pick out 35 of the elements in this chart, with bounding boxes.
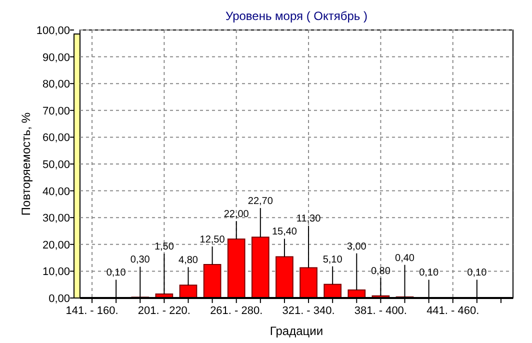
chart-title: Уровень моря ( Октябрь ) [225, 9, 368, 23]
y-tick-label: 40,00 [42, 186, 70, 198]
y-tick-label: 80,00 [42, 78, 70, 91]
data-label: 0,80 [370, 266, 391, 277]
data-label: 11,30 [296, 214, 322, 225]
y-tick-label: 30,00 [42, 212, 70, 225]
data-label: 22,70 [248, 196, 274, 208]
y-tick-label: 50,00 [42, 159, 70, 171]
x-tick-label: 381. - 400. [354, 305, 407, 317]
x-axis-title: Градации [270, 324, 324, 338]
y-tick-label: 60,00 [42, 132, 70, 144]
data-label: 0,10 [106, 268, 126, 279]
x-tick-label: 321. - 340. [282, 305, 335, 317]
data-label: 12,50 [200, 234, 226, 246]
y-tick-label: 90,00 [42, 52, 70, 64]
data-label: 3,00 [346, 241, 367, 252]
data-label: 0,10 [467, 268, 488, 279]
y-tick-label: 0,00 [48, 293, 70, 305]
data-label: 0,30 [130, 254, 150, 266]
x-tick-label: 441. - 460. [426, 305, 480, 317]
y-axis-title: Повторяемость, % [19, 112, 33, 216]
data-label: 0,40 [395, 252, 415, 264]
data-label: 22,00 [224, 209, 250, 220]
x-tick-label: 141. - 160. [66, 305, 118, 317]
data-label: 5,10 [322, 254, 343, 266]
y-tick-label: 70,00 [42, 105, 70, 118]
data-label: 15,40 [272, 226, 298, 238]
x-tick-label: 261. - 280. [210, 305, 263, 317]
y-tick-label: 100,00 [36, 25, 70, 37]
y-tick-label: 20,00 [42, 239, 70, 252]
y-tick-label: 10,00 [42, 266, 70, 278]
data-label: 0,10 [419, 268, 439, 279]
data-label: 4,80 [178, 255, 198, 266]
data-label: 1,50 [154, 242, 174, 253]
x-tick-label: 201. - 220. [138, 305, 190, 317]
